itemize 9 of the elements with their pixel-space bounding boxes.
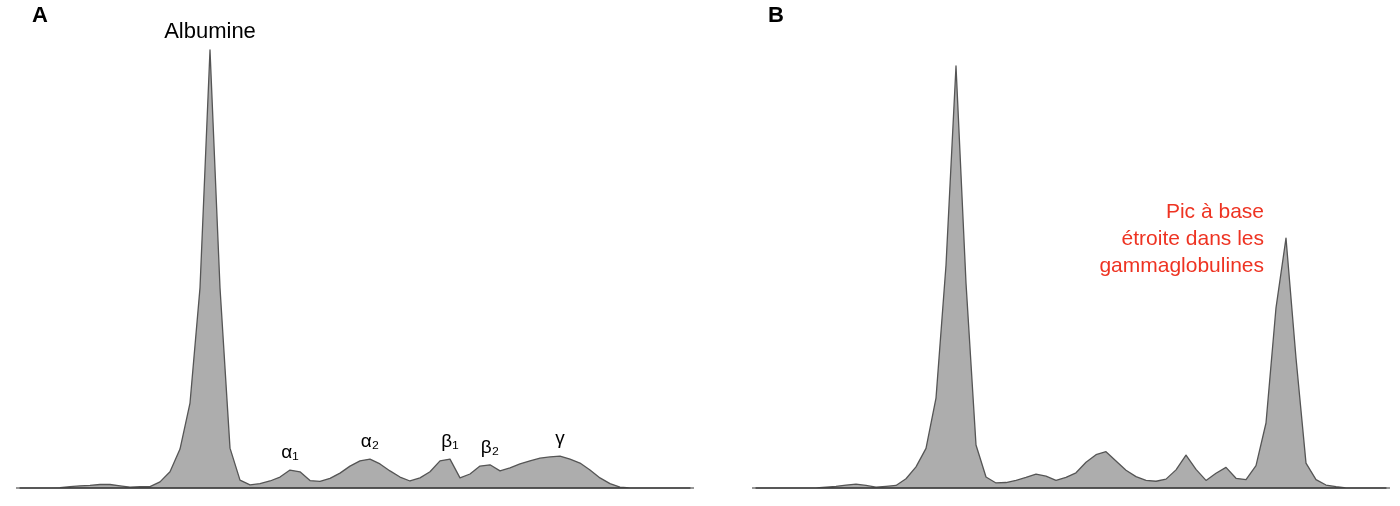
annotation: α₂ xyxy=(360,430,380,452)
annotation: β₂ xyxy=(480,435,500,457)
annotation: α₁ xyxy=(281,441,299,463)
annotation: γ xyxy=(555,427,566,449)
chart-title: B xyxy=(768,2,784,27)
annotation: Pic à base étroite dans les gammaglobulines xyxy=(1099,199,1264,277)
text: Albumine xyxy=(164,18,256,43)
annotation: β₁ xyxy=(441,430,459,452)
chart-title: A xyxy=(32,2,48,27)
